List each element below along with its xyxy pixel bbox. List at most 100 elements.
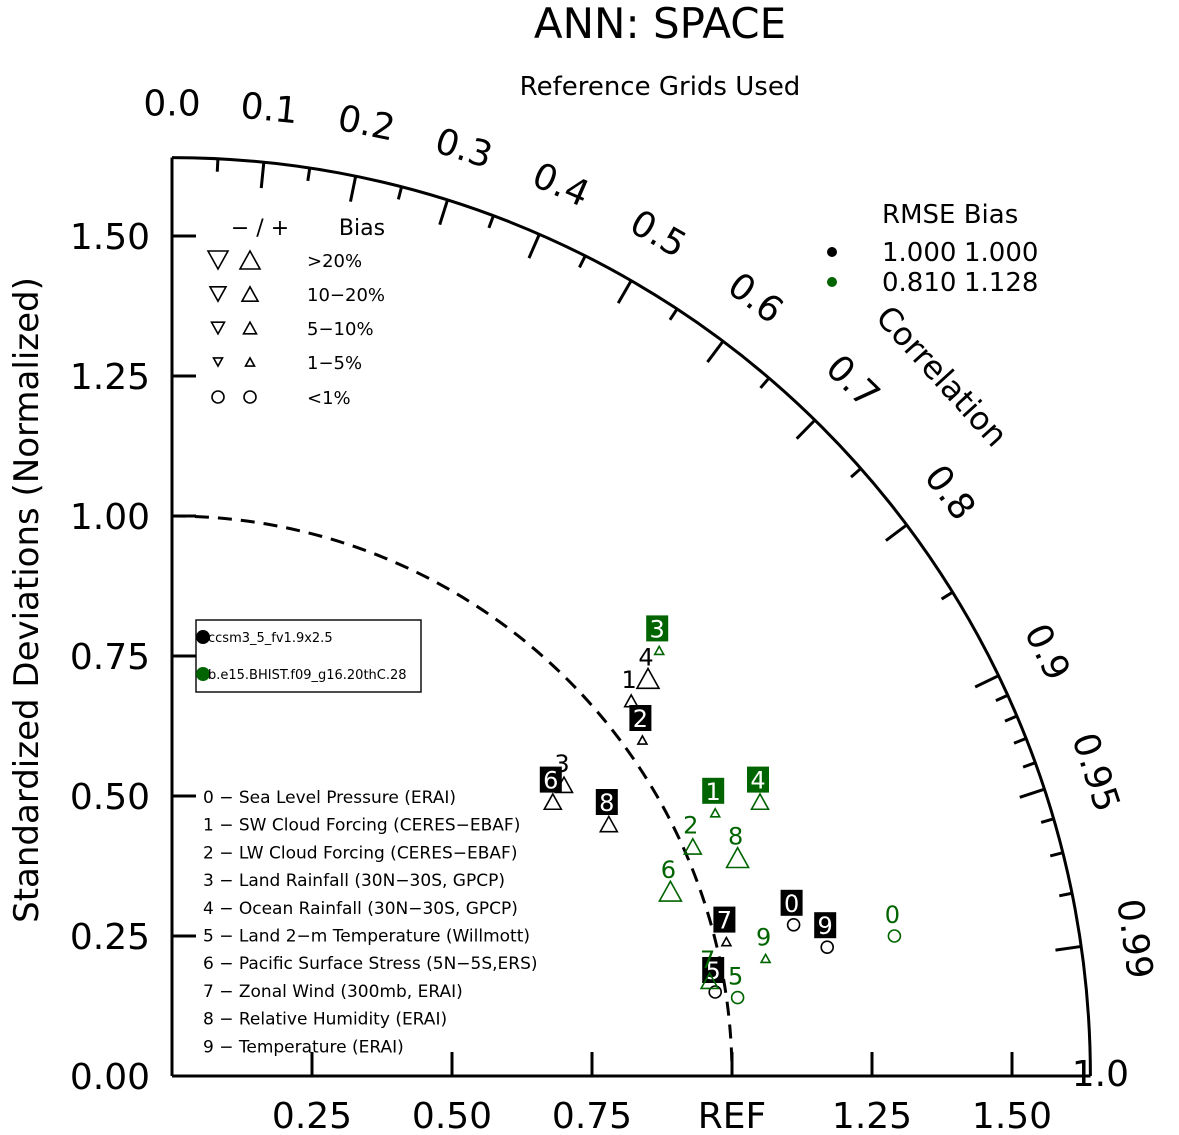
- corr-major-tick: [795, 419, 816, 440]
- outer-arc: [171, 156, 1092, 1077]
- stats-legend-rmse: 0.810: [882, 268, 956, 298]
- variable-legend-item: 5 − Land 2−m Temperature (Willmott): [203, 927, 530, 947]
- stats-legend-bias: 1.128: [964, 268, 1038, 298]
- corr-minor-tick: [1022, 761, 1036, 769]
- corr-major-tick: [616, 279, 633, 304]
- corr-tick-label: 0.5: [623, 202, 693, 266]
- data-point-triangle: [750, 792, 770, 811]
- data-point-circle: [887, 929, 902, 943]
- corr-minor-tick: [668, 308, 679, 321]
- corr-minor-tick: [759, 377, 771, 389]
- data-point-circle: [786, 917, 801, 932]
- data-point-label: 1: [706, 778, 721, 806]
- data-label-box: [780, 889, 803, 916]
- corr-tick-label: 0.2: [334, 98, 398, 150]
- corr-tick-label: 0.99: [1108, 896, 1160, 981]
- corr-minor-tick: [995, 693, 1009, 702]
- case-legend-dot: [196, 667, 210, 681]
- data-point-triangle: [682, 837, 703, 855]
- y-tick-label: 0.75: [70, 637, 150, 678]
- y-tick-label: 1.25: [70, 357, 150, 398]
- case-legend-box: [195, 619, 422, 693]
- correlation-axis-title: Correlation: [868, 298, 1015, 454]
- corr-minor-tick: [306, 167, 312, 182]
- data-point-label: 5: [706, 957, 721, 985]
- corr-minor-tick: [1058, 891, 1073, 898]
- bias-legend-down-triangle: [206, 250, 230, 271]
- x-tick-label: REF: [698, 1096, 766, 1135]
- data-label-box: [629, 705, 652, 731]
- data-point-triangle: [636, 734, 649, 745]
- case-legend-label: ccsm3_5_fv1.9x2.5: [208, 631, 333, 646]
- corr-minor-tick: [215, 158, 220, 172]
- corr-major-tick: [974, 674, 1000, 689]
- data-point-label: 0: [885, 901, 900, 929]
- variable-legend-item: 3 − Land Rainfall (30N−30S, GPCP): [203, 871, 505, 891]
- corr-minor-tick: [940, 590, 954, 601]
- data-point-label: 2: [633, 705, 648, 733]
- data-point-label: 6: [543, 767, 558, 795]
- stats-legend-bias: 1.000: [964, 238, 1038, 268]
- corr-tick-label: 1.0: [1072, 1054, 1129, 1095]
- data-label-box: [814, 912, 837, 939]
- data-point-triangle: [709, 807, 722, 818]
- data-point-label: 4: [750, 767, 765, 795]
- chart-subtitle: Reference Grids Used: [520, 72, 801, 102]
- corr-major-tick: [885, 523, 908, 542]
- data-point-triangle: [720, 935, 733, 947]
- y-tick-label: 1.50: [70, 217, 150, 258]
- variable-legend-item: 9 − Temperature (ERAI): [203, 1037, 404, 1057]
- data-label-box: [702, 777, 725, 804]
- bias-legend-up-triangle: [244, 356, 256, 367]
- data-point-circle: [708, 985, 723, 999]
- corr-major-tick: [1055, 944, 1082, 952]
- data-point-triangle: [759, 952, 772, 964]
- corr-tick-label: 0.3: [430, 121, 497, 177]
- data-label-box: [747, 766, 769, 793]
- variable-legend-item: 8 − Relative Humidity (ERAI): [203, 1010, 447, 1030]
- data-point-circle: [730, 990, 745, 1005]
- data-point-label: 7: [700, 946, 715, 974]
- case-legend-label: b.e15.BHIST.f09_g16.20thC.28: [208, 668, 407, 683]
- corr-tick-label: 0.9: [1016, 618, 1078, 687]
- stats-legend-header: RMSE Bias: [882, 200, 1018, 230]
- data-label-box: [539, 766, 562, 793]
- y-tick-label: 0.50: [70, 777, 150, 818]
- data-point-label: 2: [683, 811, 698, 839]
- chart-title: ANN: SPACE: [534, 0, 786, 48]
- corr-minor-tick: [578, 255, 587, 269]
- data-point-label: 8: [599, 789, 614, 817]
- corr-major-tick: [1019, 787, 1045, 799]
- x-tick-label: 1.25: [832, 1096, 912, 1135]
- y-axis-title: Standardized Deviations (Normalized): [7, 277, 47, 923]
- corr-major-tick: [527, 233, 541, 259]
- bias-legend-up-triangle: [240, 285, 260, 302]
- bias-legend-title: Bias: [339, 216, 385, 241]
- variable-legend-item: 1 − SW Cloud Forcing (CERES−EBAF): [203, 816, 520, 836]
- bias-legend-sign: − / +: [231, 216, 289, 241]
- data-label-box: [713, 906, 736, 933]
- variable-legend-item: 0 − Sea Level Pressure (ERAI): [203, 788, 456, 808]
- bias-legend-row-label: 1−5%: [307, 353, 362, 374]
- x-tick-label: 0.75: [552, 1096, 632, 1135]
- corr-minor-tick: [1013, 737, 1027, 745]
- corr-tick-label: 0.6: [720, 265, 790, 332]
- corr-tick-label: 0.7: [818, 347, 888, 416]
- reference-arc: [171, 514, 734, 1077]
- data-point-triangle: [635, 666, 661, 690]
- corr-tick-label: 0.8: [916, 458, 983, 528]
- data-point-label: 5: [728, 963, 743, 991]
- bias-legend-row-label: <1%: [307, 388, 351, 409]
- x-tick-label: 1.50: [972, 1096, 1052, 1135]
- corr-tick-label: 0.4: [526, 155, 595, 215]
- bias-legend-up-triangle: [238, 249, 262, 270]
- corr-minor-tick: [1040, 817, 1055, 824]
- bias-legend-circle: [211, 390, 225, 404]
- corr-major-tick: [259, 162, 266, 189]
- data-point-label: 9: [756, 923, 771, 951]
- corr-minor-tick: [396, 186, 404, 200]
- corr-minor-tick: [850, 467, 862, 479]
- y-tick-label: 0.00: [70, 1057, 150, 1098]
